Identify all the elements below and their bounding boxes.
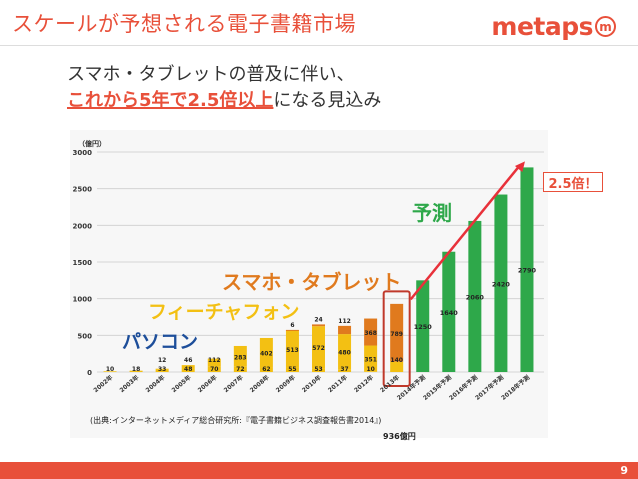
growth-callout: 2.5倍！ [543, 172, 603, 192]
bar-label-feature-phone: 402 [260, 351, 273, 358]
bar-smartphone [364, 318, 378, 346]
series-label-feature-phone: フィーチャフォン [148, 301, 300, 323]
growth-arrow-line [409, 165, 520, 301]
bar-feature-phone [364, 345, 378, 372]
bar-label-forecast: 2060 [466, 293, 485, 301]
footer-bar: 9 [0, 462, 638, 479]
bar-label-forecast: 2420 [492, 280, 511, 288]
slide-title: スケールが予想される電子書籍市場 [12, 12, 356, 36]
growth-arrow-head [514, 161, 525, 173]
bar-label-smartphone: 789 [390, 331, 403, 338]
bar-label-pc: 10 [106, 366, 114, 373]
bar-label-pc: 55 [288, 366, 296, 373]
bar-label-forecast: 1250 [414, 323, 433, 331]
bar-label-feature-phone: 112 [208, 357, 221, 364]
bar-label-forecast: 1640 [440, 309, 459, 317]
bar-smartphone [285, 329, 299, 331]
bar-label-pc: 10 [366, 366, 374, 373]
bar-feature-phone [181, 365, 195, 369]
bar-smartphone [338, 325, 352, 335]
bar-label-pc: 62 [262, 366, 270, 373]
logo-mark-icon: m [595, 16, 616, 37]
series-label-pc: パソコン [122, 331, 199, 353]
page-number: 9 [620, 464, 628, 477]
series-label-smartphone: スマホ・タブレット [222, 270, 402, 294]
bar-label-pc: 37 [340, 366, 348, 373]
y-tick-label: 1500 [73, 259, 93, 267]
source-citation: (出典:インターネットメディア総合研究所:『電子書籍ビジネス調査報告書2014』… [90, 416, 382, 425]
bar-pc [129, 370, 143, 372]
bar-feature-phone [207, 358, 221, 367]
y-unit-label: （億円） [78, 139, 106, 148]
bar-label-feature-phone: 140 [390, 357, 403, 364]
bar-label-feature-phone: 283 [234, 354, 247, 361]
bar-pc [233, 366, 247, 372]
subtitle-line-2: これから5年で2.5倍以上になる見込み [67, 88, 381, 114]
bar-forecast [442, 251, 456, 372]
bar-label-feature-phone: 572 [312, 345, 325, 352]
chart-background [70, 130, 548, 438]
highlight-2013-frame [382, 290, 411, 387]
bar-label-smartphone: 368 [364, 330, 377, 337]
bar-label-feature-phone: 12 [158, 357, 166, 364]
metaps-logo: metaps m [491, 12, 616, 41]
bar-pc [338, 369, 352, 372]
bar-label-pc: 33 [158, 366, 166, 373]
bar-pc [103, 371, 117, 372]
bar-label-smartphone: 24 [314, 316, 322, 323]
bar-label-feature-phone: 46 [184, 357, 192, 364]
bar-label-pc: 18 [132, 366, 140, 373]
bar-label-feature-phone: 351 [364, 356, 377, 363]
bar-pc [312, 368, 325, 372]
bar-forecast [520, 167, 534, 372]
bar-pc [181, 368, 195, 372]
bar-feature-phone [338, 334, 352, 370]
y-tick-label: 0 [87, 369, 92, 377]
bar-feature-phone [259, 337, 273, 368]
bar-pc [364, 371, 378, 372]
bar-feature-phone [390, 361, 404, 372]
bar-label-pc: 70 [210, 366, 218, 373]
bar-forecast [468, 220, 482, 372]
bar-smartphone [312, 324, 325, 327]
bar-label-smartphone: 6 [290, 322, 294, 329]
bar-pc [259, 367, 273, 372]
bar-feature-phone [155, 368, 169, 370]
subtitle-line-1: スマホ・タブレットの普及に伴い、 [67, 64, 355, 85]
bar-label-smartphone: 112 [338, 318, 351, 325]
bar-feature-phone [233, 345, 247, 367]
bar-label-forecast: 2790 [518, 267, 537, 275]
bar-pc [155, 369, 169, 372]
bar-feature-phone [285, 330, 299, 368]
bar-label-pc: 72 [236, 366, 244, 373]
bar-forecast [416, 280, 430, 372]
subtitle: スマホ・タブレットの普及に伴い、 これから5年で2.5倍以上になる見込み [67, 62, 381, 114]
y-tick-label: 2500 [73, 186, 93, 194]
subtitle-highlight: これから5年で2.5倍以上 [67, 90, 274, 111]
bar-smartphone [390, 303, 404, 362]
y-tick-label: 2000 [73, 222, 93, 230]
total-2013-label: 936億円 [383, 432, 416, 441]
y-tick-label: 1000 [73, 296, 93, 304]
bar-label-pc: 53 [314, 366, 322, 373]
y-tick-label: 3000 [73, 149, 93, 157]
logo-text: metaps [491, 12, 593, 41]
bar-label-feature-phone: 513 [286, 347, 299, 354]
bar-pc [285, 367, 299, 372]
subtitle-rest: になる見込み [273, 90, 382, 111]
bar-feature-phone [312, 326, 325, 369]
series-label-forecast: 予測 [412, 201, 452, 225]
title-divider [0, 45, 638, 46]
bar-pc [207, 366, 221, 372]
bar-forecast [494, 194, 508, 372]
y-tick-label: 500 [77, 332, 92, 340]
bar-label-pc: 48 [184, 366, 192, 373]
bar-label-feature-phone: 480 [338, 350, 351, 357]
